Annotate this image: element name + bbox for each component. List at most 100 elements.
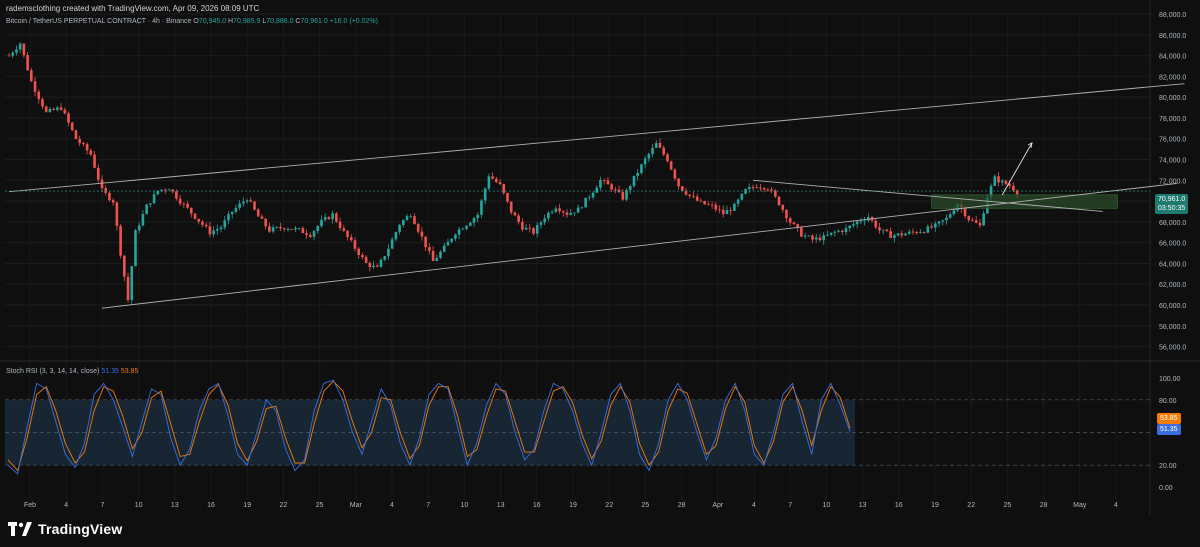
candle-body[interactable] (56, 107, 59, 110)
candle-body[interactable] (736, 199, 740, 204)
candle-body[interactable] (829, 232, 833, 235)
candle-body[interactable] (134, 230, 137, 267)
candle-body[interactable] (521, 221, 524, 230)
candle-body[interactable] (967, 216, 971, 221)
candle-body[interactable] (971, 220, 974, 221)
candle-body[interactable] (1012, 185, 1015, 191)
candle-body[interactable] (937, 221, 941, 224)
candle-body[interactable] (1004, 180, 1008, 185)
candle-body[interactable] (900, 233, 904, 236)
candle-body[interactable] (353, 240, 357, 249)
candle-body[interactable] (41, 99, 44, 107)
candle-body[interactable] (941, 220, 945, 222)
candle-body[interactable] (852, 224, 855, 226)
candle-body[interactable] (286, 229, 290, 230)
candle-body[interactable] (78, 138, 81, 144)
candle-body[interactable] (539, 222, 543, 225)
candle-body[interactable] (558, 208, 561, 212)
candle-body[interactable] (7, 55, 11, 57)
candle-body[interactable] (137, 225, 141, 231)
candle-body[interactable] (104, 188, 108, 193)
candle-body[interactable] (588, 197, 591, 199)
candle-body[interactable] (595, 187, 599, 193)
rsi-axis[interactable]: 100.00 80.00 20.00 0.00 (1159, 376, 1181, 492)
candle-body[interactable] (974, 220, 978, 223)
candle-body[interactable] (517, 215, 520, 222)
candle-body[interactable] (952, 210, 956, 215)
candle-body[interactable] (123, 255, 126, 277)
candle-body[interactable] (814, 237, 818, 240)
candle-body[interactable] (859, 221, 863, 223)
candle-body[interactable] (506, 192, 509, 202)
candle-body[interactable] (335, 213, 338, 222)
candle-body[interactable] (204, 224, 208, 227)
price-axis[interactable]: 56,000.0 58,000.0 60,000.0 62,000.0 64,000.0… (1159, 12, 1186, 352)
candle-body[interactable] (96, 167, 100, 180)
candle-body[interactable] (740, 193, 744, 200)
candle-body[interactable] (30, 70, 33, 82)
candle-body[interactable] (498, 182, 502, 185)
candle-body[interactable] (309, 234, 312, 237)
candle-body[interactable] (167, 189, 171, 191)
candle-body[interactable] (428, 247, 431, 251)
candle-body[interactable] (997, 176, 1000, 183)
candle-body[interactable] (844, 228, 848, 233)
candle-body[interactable] (550, 211, 554, 213)
candle-body[interactable] (606, 180, 610, 185)
candles[interactable] (7, 42, 1019, 304)
candle-body[interactable] (405, 216, 409, 221)
candle-body[interactable] (502, 184, 506, 193)
candle-body[interactable] (889, 231, 892, 238)
candle-body[interactable] (130, 266, 134, 301)
candle-body[interactable] (361, 255, 364, 257)
candle-body[interactable] (126, 276, 130, 301)
candle-body[interactable] (643, 158, 647, 165)
candle-body[interactable] (907, 231, 911, 234)
demand-zone[interactable] (931, 194, 1118, 209)
candle-body[interactable] (818, 237, 822, 241)
candle-body[interactable] (777, 196, 781, 206)
candle-body[interactable] (446, 241, 450, 246)
candle-body[interactable] (398, 224, 401, 233)
candle-body[interactable] (796, 224, 799, 228)
candle-body[interactable] (755, 187, 759, 189)
candle-body[interactable] (535, 224, 539, 234)
candle-body[interactable] (26, 55, 29, 71)
candle-body[interactable] (532, 228, 535, 234)
candle-body[interactable] (349, 237, 353, 241)
candle-body[interactable] (781, 205, 785, 210)
candle-body[interactable] (152, 194, 156, 204)
candle-body[interactable] (840, 230, 844, 233)
candle-body[interactable] (394, 232, 398, 240)
candle-body[interactable] (837, 230, 840, 232)
candle-body[interactable] (695, 196, 699, 201)
candle-body[interactable] (625, 189, 628, 200)
candle-body[interactable] (59, 107, 63, 110)
candle-body[interactable] (119, 225, 122, 256)
candle-body[interactable] (989, 185, 993, 198)
candle-body[interactable] (896, 233, 900, 236)
candle-body[interactable] (785, 209, 788, 219)
candle-body[interactable] (439, 251, 442, 258)
candle-body[interactable] (260, 216, 264, 219)
candle-body[interactable] (316, 226, 320, 231)
candle-body[interactable] (375, 265, 379, 267)
candle-body[interactable] (874, 220, 878, 228)
candle-body[interactable] (327, 217, 331, 220)
candle-body[interactable] (364, 256, 368, 263)
candle-body[interactable] (878, 227, 881, 231)
candle-body[interactable] (305, 233, 308, 235)
candle-body[interactable] (442, 245, 446, 252)
candle-body[interactable] (666, 154, 669, 162)
candle-body[interactable] (591, 192, 595, 198)
candle-body[interactable] (807, 235, 811, 237)
descending-trendline[interactable] (752, 179, 1103, 212)
candle-body[interactable] (100, 179, 104, 189)
candle-body[interactable] (703, 201, 706, 205)
candle-body[interactable] (290, 229, 294, 230)
candle-body[interactable] (487, 176, 491, 189)
candle-body[interactable] (584, 197, 587, 208)
candle-body[interactable] (85, 144, 89, 151)
candle-body[interactable] (904, 233, 907, 236)
drawings[interactable] (5, 83, 1185, 309)
